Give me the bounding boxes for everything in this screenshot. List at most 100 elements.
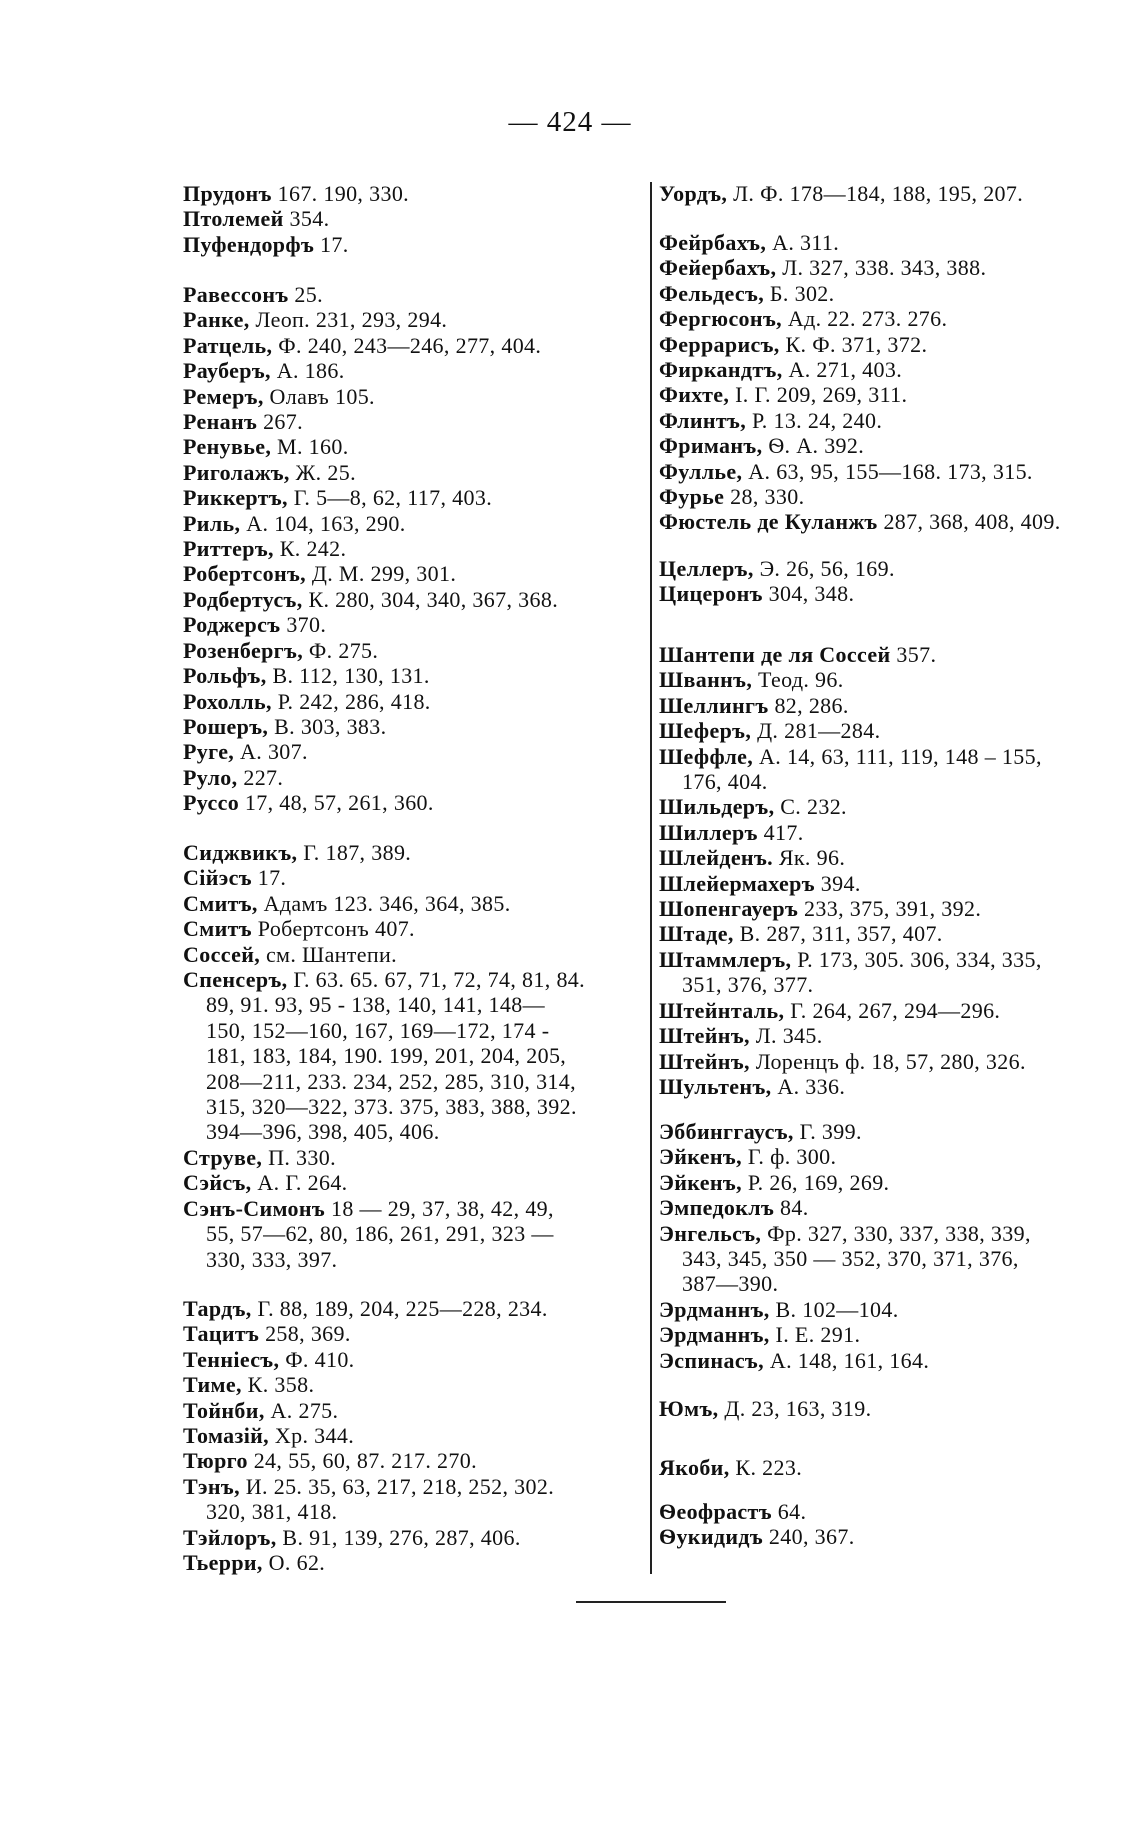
index-entry: Риль, А. 104, 163, 290.: [183, 511, 558, 536]
index-entry: Рошеръ, В. 303, 383.: [183, 714, 558, 739]
entry-continuation: 150, 152—160, 167, 169—172, 174 -: [206, 1017, 550, 1043]
entry-continuation: 351, 376, 377.: [682, 972, 814, 998]
entry-page-refs: Ф. 240, 243—246, 277, 404.: [278, 332, 542, 358]
entry-name: Шлейденъ.: [659, 845, 773, 871]
entry-name: Тацитъ: [183, 1321, 260, 1347]
index-entry: Родбертусъ, К. 280, 304, 340, 367, 368.: [183, 587, 558, 612]
index-entry: Фергюсонъ, Ад. 22. 273. 276.: [659, 306, 1061, 331]
entry-page-refs: А. 148, 161, 164.: [769, 1347, 930, 1373]
index-group: Шантепи де ля Соссей 357. Шваннъ, Теод. 9…: [659, 642, 1042, 1099]
entry-page-refs: 240, 367.: [768, 1524, 855, 1550]
entry-name: Якоби,: [659, 1455, 730, 1480]
entry-name: Сэйсъ,: [183, 1170, 252, 1196]
index-entry: Томазій, Хр. 344.: [183, 1423, 554, 1448]
entry-name: Равессонъ: [183, 282, 289, 307]
entry-page-refs: Д. М. 299, 301.: [311, 561, 457, 587]
index-entry: Ратцель, Ф. 240, 243—246, 277, 404.: [183, 333, 558, 358]
entry-name: Тьерри,: [183, 1550, 263, 1576]
entry-page-refs: Робертсонъ 407.: [257, 916, 415, 942]
entry-name: Штейнталь,: [659, 997, 785, 1023]
entry-name: Феррарисъ,: [659, 331, 780, 357]
entry-name: Рошеръ,: [183, 713, 269, 739]
index-entry: Тенніесъ, Ф. 410.: [183, 1347, 554, 1372]
index-entry: Тэйлоръ, В. 91, 139, 276, 287, 406.: [183, 1525, 554, 1550]
entry-name: Тиме,: [183, 1372, 242, 1398]
index-entry: Штаммлеръ, Р. 173, 305. 306, 334, 335,: [659, 947, 1042, 972]
entry-name: Рольфъ,: [183, 663, 267, 689]
index-entry: Эрдманнъ, І. Е. 291.: [659, 1322, 1031, 1347]
entry-name: Тэнъ,: [183, 1473, 240, 1499]
entry-name: Прудонъ: [183, 181, 272, 206]
entry-page-refs: 233, 375, 391, 392.: [804, 896, 982, 922]
entry-page-refs: 28, 330.: [730, 484, 805, 510]
entry-name: Фейербахъ,: [659, 255, 777, 281]
index-entry: Сійэсъ 17.: [183, 865, 585, 890]
entry-name: Томазій,: [183, 1423, 270, 1449]
entry-page-refs: Г. 5—8, 62, 117, 403.: [293, 485, 493, 511]
entry-page-refs: 82, 286.: [774, 692, 849, 718]
index-entry: Шантепи де ля Соссей 357.: [659, 642, 1042, 667]
entry-page-refs: 287, 368, 408, 409.: [883, 509, 1061, 535]
entry-name: Рохолль,: [183, 688, 272, 714]
index-entry: Штейнъ, Л. 345.: [659, 1023, 1042, 1048]
entry-page-refs: 227.: [243, 764, 284, 790]
entry-page-refs: И. 25. 35, 63, 217, 218, 252, 302.: [245, 1473, 555, 1499]
index-entry: Штейнъ, Лоренцъ ф. 18, 57, 280, 326.: [659, 1049, 1042, 1074]
entry-name: Ѳукидидъ: [659, 1524, 764, 1550]
index-entry: Шлейденъ. Як. 96.: [659, 845, 1042, 870]
entry-name: Флинтъ,: [659, 407, 747, 433]
index-entry: Тиме, К. 358.: [183, 1372, 554, 1397]
entry-page-refs: А. 186.: [276, 358, 345, 384]
entry-page-refs: А. 311.: [772, 230, 840, 255]
entry-name: Фюстель де Куланжъ: [659, 509, 878, 535]
entry-page-refs: К. 242.: [279, 536, 347, 562]
entry-page-refs: Р. 13. 24, 240.: [751, 407, 883, 433]
index-entry: Шлейермахеръ 394.: [659, 871, 1042, 896]
entry-name: Роджерсъ: [183, 612, 281, 638]
index-entry: Птолемей 354.: [183, 206, 409, 231]
entry-page-refs: С. 232.: [780, 794, 847, 820]
entry-page-refs: 167. 190, 330.: [277, 181, 410, 206]
entry-name: Струве,: [183, 1144, 263, 1170]
entry-page-refs: А. 14, 63, 111, 119, 148 – 155,: [759, 743, 1042, 769]
index-entry: Тацитъ 258, 369.: [183, 1321, 554, 1346]
entry-name: Тэйлоръ,: [183, 1524, 277, 1550]
index-entry: Якоби, К. 223.: [659, 1455, 802, 1480]
entry-name: Смитъ,: [183, 890, 258, 916]
index-entry: Ѳукидидъ 240, 367.: [659, 1524, 855, 1549]
entry-name: Робертсонъ,: [183, 561, 307, 587]
index-entry: Фихте, І. Г. 209, 269, 311.: [659, 382, 1061, 407]
entry-name: Шлейермахеръ: [659, 870, 815, 896]
index-entry: Эмпедоклъ 84.: [659, 1195, 1031, 1220]
entry-page-refs: 304, 348.: [768, 581, 855, 607]
index-entry: Робертсонъ, Д. М. 299, 301.: [183, 561, 558, 586]
index-entry: Фюстель де Куланжъ 287, 368, 408, 409.: [659, 509, 1061, 534]
entry-name: Сиджвикъ,: [183, 840, 298, 865]
index-group: Якоби, К. 223.: [659, 1455, 802, 1480]
index-entry: Штаде, В. 287, 311, 357, 407.: [659, 921, 1042, 946]
index-entry: Фельдесъ, Б. 302.: [659, 281, 1061, 306]
index-entry: Тойнби, А. 275.: [183, 1398, 554, 1423]
index-entry: Фейербахъ, Л. 327, 338. 343, 388.: [659, 255, 1061, 280]
column-divider: [650, 182, 652, 1574]
index-group: Фейрбахъ, А. 311. Фейербахъ, Л. 327, 338.…: [659, 230, 1061, 535]
entry-page-refs: 17.: [257, 865, 287, 891]
entry-page-refs: Р. 242, 286, 418.: [277, 688, 431, 714]
entry-page-refs: Теод. 96.: [758, 667, 844, 693]
entry-page-refs: 417.: [763, 819, 804, 845]
entry-page-refs: В. 303, 383.: [274, 713, 387, 739]
entry-name: Шиллеръ: [659, 819, 758, 845]
entry-continuation: 181, 183, 184, 190. 199, 201, 204, 205,: [206, 1043, 567, 1069]
entry-name: Эрдманнъ,: [659, 1296, 770, 1322]
entry-page-refs: В. 102—104.: [775, 1296, 899, 1322]
entry-page-refs: В. 91, 139, 276, 287, 406.: [282, 1524, 521, 1550]
index-entry: Цицеронъ 304, 348.: [659, 581, 895, 606]
index-entry: Соссей, см. Шантепи.: [183, 942, 585, 967]
entry-name: Ѳеофрастъ: [659, 1499, 772, 1524]
entry-page-refs: Г. 264, 267, 294—296.: [790, 997, 1001, 1023]
index-entry: Сиджвикъ, Г. 187, 389.: [183, 840, 585, 865]
entry-name: Уордъ,: [659, 181, 728, 206]
entry-name: Тюрго: [183, 1448, 248, 1474]
entry-page-refs: 84.: [780, 1195, 809, 1221]
index-entry: Прудонъ 167. 190, 330.: [183, 181, 409, 206]
